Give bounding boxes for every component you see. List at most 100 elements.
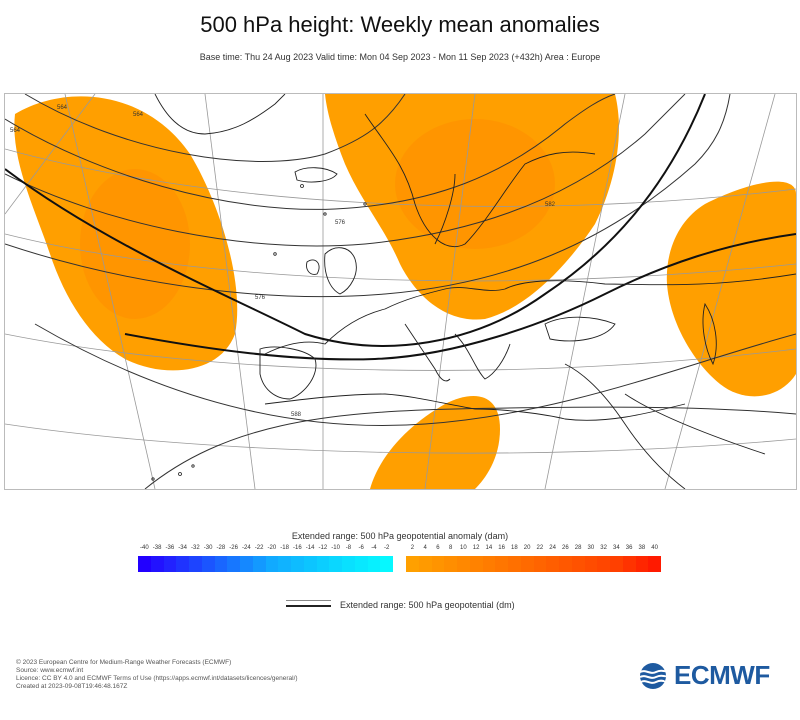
contour-label: 564 bbox=[10, 128, 21, 134]
colorbar-segment bbox=[240, 556, 253, 572]
colorbar-segment bbox=[303, 556, 317, 572]
colorbar-tick-label: 22 bbox=[536, 545, 544, 551]
colorbar-title: Extended range: 500 hPa geopotential ano… bbox=[291, 531, 509, 541]
colorbar-tick-label: -22 bbox=[254, 545, 264, 551]
colorbar-segment bbox=[469, 556, 483, 572]
colorbar-segment bbox=[431, 556, 445, 572]
colorbar-tick-label: -24 bbox=[242, 545, 251, 551]
contour-legend-swatch bbox=[286, 600, 331, 607]
colorbar-negative-labels: -40 -38 -36 -34 -32 -30 -28 -26 -24 -22 -20 -18 -16-… bbox=[138, 545, 393, 555]
geopotential-contours bbox=[5, 94, 796, 489]
colorbar-tick-label: 8 bbox=[448, 545, 453, 551]
colorbar-segment bbox=[444, 556, 457, 572]
colorbar-positive-labels: 2 4 6 8 10 12 14 16 18 20 22 24 26 28 30 32 34 36 38 40 bbox=[406, 545, 661, 555]
colorbar-segment bbox=[597, 556, 610, 572]
contour-legend-label: Extended range: 500 hPa geopotential (dm… bbox=[340, 600, 515, 610]
anomaly-map[interactable]: 564 564 564 576 588 582 576 bbox=[4, 93, 797, 490]
colorbar-tick-label: -34 bbox=[178, 545, 187, 551]
colorbar-negative bbox=[138, 556, 393, 572]
colorbar-tick-label: -14 bbox=[305, 545, 315, 551]
colorbar-segment bbox=[520, 556, 534, 572]
colorbar-segment bbox=[367, 556, 381, 572]
ecmwf-logo-text: ECMWF bbox=[674, 660, 770, 690]
colorbar-tick-label: -18 bbox=[280, 545, 289, 551]
ecmwf-logo-icon bbox=[639, 662, 667, 689]
colorbar-segment bbox=[342, 556, 355, 572]
colorbar-segment bbox=[622, 556, 636, 572]
colorbar-tick-label: 18 bbox=[511, 545, 518, 551]
contour-label: 576 bbox=[335, 220, 346, 226]
colorbar-tick-label: 20 bbox=[523, 545, 531, 551]
coastline-caspian bbox=[702, 302, 717, 366]
colorbar-tick-label: -8 bbox=[345, 545, 352, 551]
colorbar-tick-label: 38 bbox=[638, 545, 646, 551]
coastline-iceland bbox=[294, 167, 338, 183]
colorbar-segment bbox=[559, 556, 572, 572]
colorbar-segment bbox=[610, 556, 623, 572]
colorbar-tick-label: 40 bbox=[651, 545, 658, 551]
colorbar-tick-label: -12 bbox=[318, 545, 328, 551]
colorbar-tick-label: 24 bbox=[549, 545, 556, 551]
colorbar-segment bbox=[571, 556, 585, 572]
colorbar-segment bbox=[214, 556, 228, 572]
colorbar-segment bbox=[508, 556, 521, 572]
contour-labels: 564 564 564 576 588 582 576 bbox=[10, 105, 556, 418]
colorbar-tick-label: -40 bbox=[140, 545, 149, 551]
colorbar-segment bbox=[533, 556, 547, 572]
footer-licence: Licence: CC BY 4.0 and ECMWF Terms of Us… bbox=[16, 675, 298, 682]
anomaly-area-scandinavia bbox=[325, 94, 619, 320]
anomaly-area-russia bbox=[666, 181, 796, 397]
graticule bbox=[5, 94, 796, 489]
colorbar-segment bbox=[176, 556, 189, 572]
colorbar-tick-label: 16 bbox=[498, 545, 505, 551]
colorbar-segment bbox=[354, 556, 368, 572]
map-canvas: 564 564 564 576 588 582 576 bbox=[5, 94, 796, 489]
footer-copyright: © 2023 European Centre for Medium-Range … bbox=[16, 659, 232, 666]
colorbar-segment bbox=[316, 556, 330, 572]
colorbar-segment bbox=[495, 556, 508, 572]
colorbar-tick-label: -38 bbox=[152, 545, 162, 551]
colorbar-tick-label: -16 bbox=[293, 545, 302, 551]
colorbar-segment bbox=[163, 556, 177, 572]
contour-label: 588 bbox=[291, 412, 302, 418]
colorbar-segment bbox=[252, 556, 266, 572]
coastline-continent bbox=[264, 273, 796, 355]
coastline-black-sea bbox=[544, 316, 616, 342]
colorbar-segment bbox=[291, 556, 304, 572]
colorbar-tick-label: 30 bbox=[587, 545, 595, 551]
colorbar-tick-label: -30 bbox=[203, 545, 213, 551]
contour-label: 564 bbox=[57, 105, 68, 111]
colorbar-tick-label: 34 bbox=[613, 545, 620, 551]
coastline-british-isles bbox=[306, 247, 357, 295]
colorbar-tick-label: 28 bbox=[574, 545, 582, 551]
coastline-greenland bbox=[154, 94, 286, 135]
colorbar-segment bbox=[406, 556, 419, 572]
colorbar-segment bbox=[584, 556, 598, 572]
colorbar-segment bbox=[138, 556, 151, 572]
colorbar-tick-label: 4 bbox=[423, 545, 427, 551]
colorbar-segment bbox=[227, 556, 240, 572]
colorbar-tick-label: -32 bbox=[191, 545, 200, 551]
contour-label: 576 bbox=[255, 295, 266, 301]
coastline-scandinavia bbox=[364, 113, 596, 248]
ecmwf-logo: ECMWF bbox=[636, 660, 770, 691]
coastline-balkans-greece bbox=[454, 333, 511, 380]
colorbar-tick-label: 14 bbox=[485, 545, 493, 551]
contour-label: 582 bbox=[545, 202, 556, 208]
colorbar-segment bbox=[482, 556, 496, 572]
colorbar-tick-label: 12 bbox=[472, 545, 480, 551]
contour-label: 564 bbox=[133, 112, 144, 118]
colorbar-segment bbox=[329, 556, 342, 572]
footer-source: Source: www.ecmwf.int bbox=[16, 667, 84, 674]
colorbar-segment bbox=[380, 556, 393, 572]
colorbar-positive bbox=[406, 556, 661, 572]
islands bbox=[151, 184, 367, 481]
coastline-middle-east bbox=[564, 363, 766, 489]
colorbar-tick-label: 26 bbox=[562, 545, 569, 551]
colorbar-segment bbox=[418, 556, 432, 572]
colorbar-tick-label: 36 bbox=[625, 545, 633, 551]
colorbar-tick-label: 10 bbox=[460, 545, 467, 551]
chart-title: 500 hPa height: Weekly mean anomalies bbox=[200, 12, 600, 37]
colorbar-tick-label: -4 bbox=[371, 545, 377, 551]
colorbar-segment bbox=[635, 556, 649, 572]
